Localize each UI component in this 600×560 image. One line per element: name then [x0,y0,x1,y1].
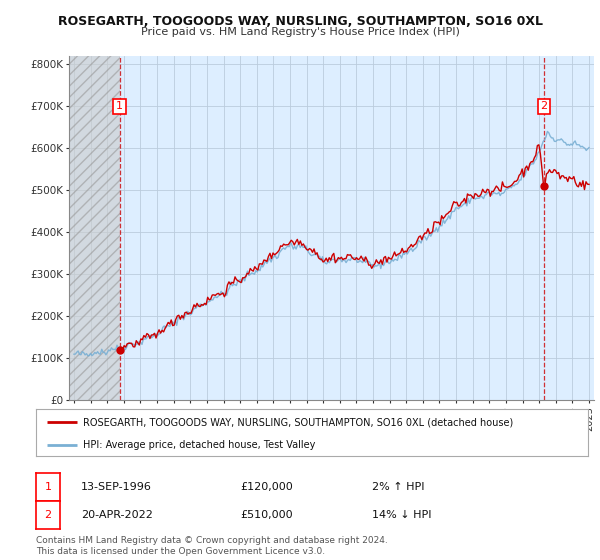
Text: HPI: Average price, detached house, Test Valley: HPI: Average price, detached house, Test… [83,440,315,450]
Text: 2% ↑ HPI: 2% ↑ HPI [372,482,425,492]
Text: 2: 2 [44,510,52,520]
Text: 20-APR-2022: 20-APR-2022 [81,510,153,520]
Text: 14% ↓ HPI: 14% ↓ HPI [372,510,431,520]
Text: 1: 1 [44,482,52,492]
Text: Contains HM Land Registry data © Crown copyright and database right 2024.
This d: Contains HM Land Registry data © Crown c… [36,536,388,556]
Text: ROSEGARTH, TOOGOODS WAY, NURSLING, SOUTHAMPTON, SO16 0XL (detached house): ROSEGARTH, TOOGOODS WAY, NURSLING, SOUTH… [83,417,513,427]
Text: ROSEGARTH, TOOGOODS WAY, NURSLING, SOUTHAMPTON, SO16 0XL: ROSEGARTH, TOOGOODS WAY, NURSLING, SOUTH… [58,15,542,28]
Bar [69,56,119,400]
Text: £120,000: £120,000 [240,482,293,492]
Text: 13-SEP-1996: 13-SEP-1996 [81,482,152,492]
Text: 2: 2 [541,101,548,111]
Text: £510,000: £510,000 [240,510,293,520]
Text: Price paid vs. HM Land Registry's House Price Index (HPI): Price paid vs. HM Land Registry's House … [140,27,460,38]
Text: 1: 1 [116,101,123,111]
